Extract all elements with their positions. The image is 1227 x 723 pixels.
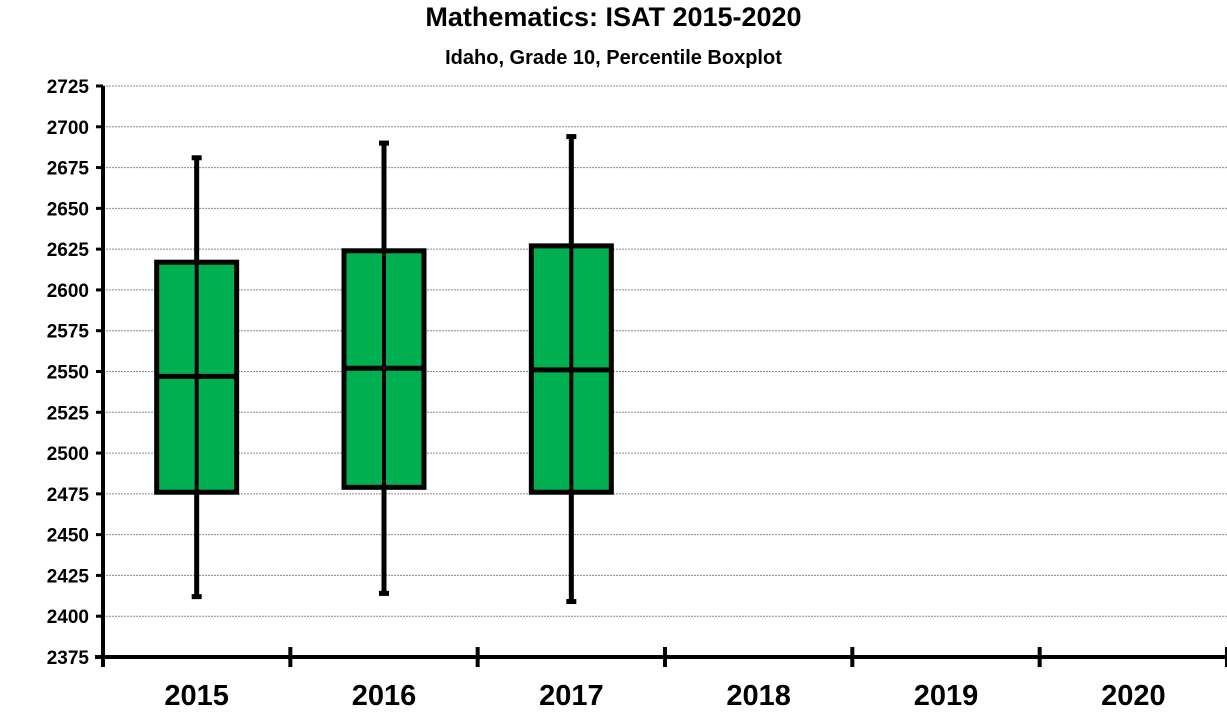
y-tick-label: 2450	[47, 526, 89, 547]
chart-title: Mathematics: ISAT 2015-2020	[425, 2, 802, 32]
y-tick-label: 2700	[47, 118, 89, 139]
box-2015	[154, 155, 240, 600]
y-tick-label: 2500	[47, 444, 89, 465]
y-tick-label: 2525	[47, 403, 90, 424]
x-tick-label: 2017	[539, 680, 604, 712]
chart-subtitle: Idaho, Grade 10, Percentile Boxplot	[445, 47, 782, 69]
y-tick-labels: 2375 2400 2425 2450 2475 2500 2525 2550 2575 2600…	[47, 77, 90, 669]
x-tick-label: 2019	[914, 680, 979, 712]
y-tick-label: 2625	[47, 240, 90, 261]
y-tick-label: 2650	[47, 199, 89, 220]
y-tick-label: 2600	[47, 281, 89, 302]
y-tick-label: 2400	[47, 607, 89, 628]
x-tick-label: 2020	[1101, 680, 1166, 712]
x-tick-label: 2016	[352, 680, 417, 712]
boxes	[154, 134, 614, 605]
axes	[95, 84, 1227, 667]
x-tick-label: 2015	[164, 680, 229, 712]
x-tick-labels: 2015 2016 2017 2018 2019 2020	[164, 680, 1165, 712]
box-2017	[528, 134, 614, 605]
y-tick-label: 2475	[47, 485, 90, 506]
y-tick-label: 2575	[47, 322, 90, 343]
y-tick-label: 2550	[47, 363, 89, 384]
box-2016	[341, 140, 427, 596]
x-tick-label: 2018	[726, 680, 791, 712]
y-tick-label: 2725	[47, 77, 90, 98]
y-tick-label: 2425	[47, 566, 90, 587]
gridlines	[103, 85, 1227, 617]
y-tick-label: 2675	[47, 159, 90, 180]
y-tick-label: 2375	[47, 648, 90, 669]
